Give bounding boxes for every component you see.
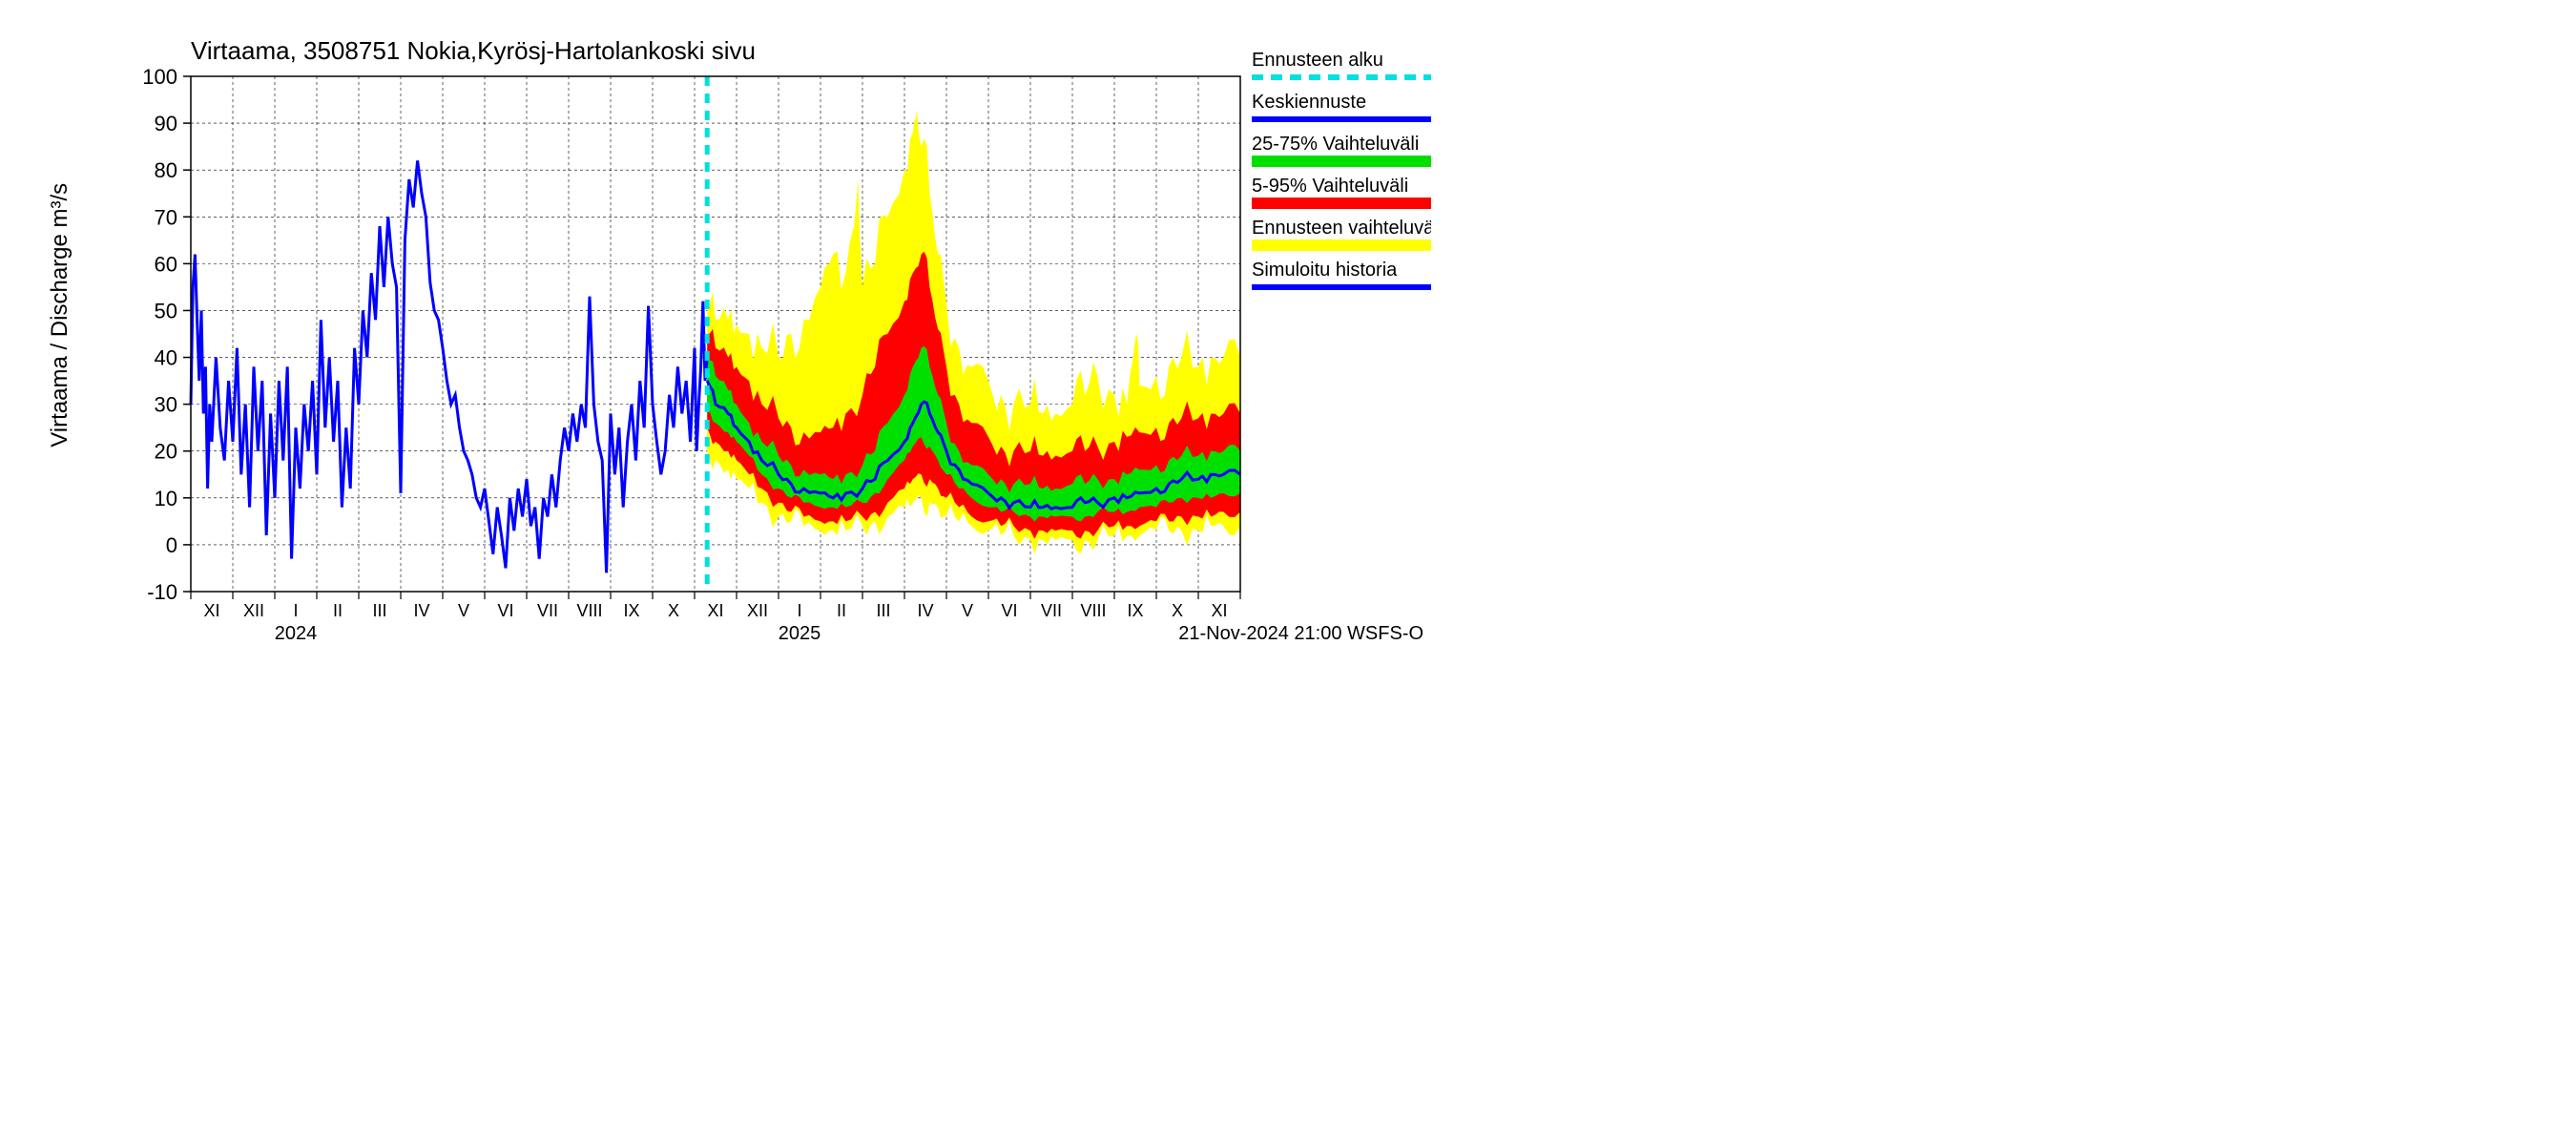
y-tick-label: 40 — [155, 346, 177, 370]
x-month-label: XI — [707, 601, 723, 620]
x-month-label: IX — [623, 601, 639, 620]
x-month-label: VIII — [1080, 601, 1106, 620]
y-tick-label: 100 — [142, 65, 177, 89]
x-month-label: I — [293, 601, 298, 620]
legend-item-label: 25-75% Vaihteluväli — [1252, 134, 1419, 155]
y-tick-label: 50 — [155, 299, 177, 323]
y-tick-label: 20 — [155, 440, 177, 464]
legend-item-label: Keskiennuste — [1252, 92, 1366, 113]
y-tick-label: 70 — [155, 205, 177, 229]
x-month-label: III — [372, 601, 386, 620]
x-month-label: IV — [413, 601, 429, 620]
x-month-label: I — [797, 601, 801, 620]
legend-item-label: 5-95% Vaihteluväli — [1252, 176, 1408, 197]
x-month-label: V — [962, 601, 973, 620]
x-month-label: VI — [1001, 601, 1017, 620]
x-month-label: VI — [497, 601, 513, 620]
legend-swatch — [1252, 198, 1431, 209]
x-month-label: X — [1172, 601, 1183, 620]
x-month-label: III — [876, 601, 890, 620]
chart-svg: -100102030405060708090100XIXIIIIIIIIIVVV… — [19, 19, 1431, 649]
x-month-label: IV — [917, 601, 933, 620]
x-month-label: II — [333, 601, 343, 620]
x-month-label: XI — [1211, 601, 1227, 620]
x-month-label: X — [668, 601, 679, 620]
x-month-label: XII — [747, 601, 768, 620]
legend-item-label: Ennusteen vaihteluväli — [1252, 218, 1431, 239]
y-axis-label: Virtaama / Discharge m³/s — [47, 183, 73, 448]
y-tick-label: 90 — [155, 112, 177, 135]
x-month-label: IX — [1127, 601, 1143, 620]
x-month-label: V — [458, 601, 469, 620]
x-month-label: XII — [243, 601, 264, 620]
x-month-label: VII — [537, 601, 558, 620]
x-month-label: II — [837, 601, 846, 620]
y-tick-label: 30 — [155, 393, 177, 417]
y-tick-label: 0 — [166, 533, 177, 557]
y-tick-label: 10 — [155, 487, 177, 510]
chart-footer: 21-Nov-2024 21:00 WSFS-O — [1178, 623, 1423, 644]
discharge-forecast-chart: -100102030405060708090100XIXIIIIIIIIIVVV… — [19, 19, 1431, 630]
y-tick-label: 60 — [155, 252, 177, 276]
x-month-label: VII — [1041, 601, 1062, 620]
legend-swatch — [1252, 239, 1431, 251]
x-year-label: 2025 — [779, 623, 821, 644]
x-month-label: VIII — [576, 601, 602, 620]
legend-item-label: Simuloitu historia — [1252, 260, 1398, 281]
chart-title: Virtaama, 3508751 Nokia,Kyrösj-Hartolank… — [191, 36, 756, 65]
x-year-label: 2024 — [275, 623, 318, 644]
legend-swatch — [1252, 156, 1431, 167]
legend-item-label: Ennusteen alku — [1252, 50, 1383, 71]
x-month-label: XI — [203, 601, 219, 620]
y-tick-label: 80 — [155, 158, 177, 182]
y-tick-label: -10 — [147, 580, 177, 604]
